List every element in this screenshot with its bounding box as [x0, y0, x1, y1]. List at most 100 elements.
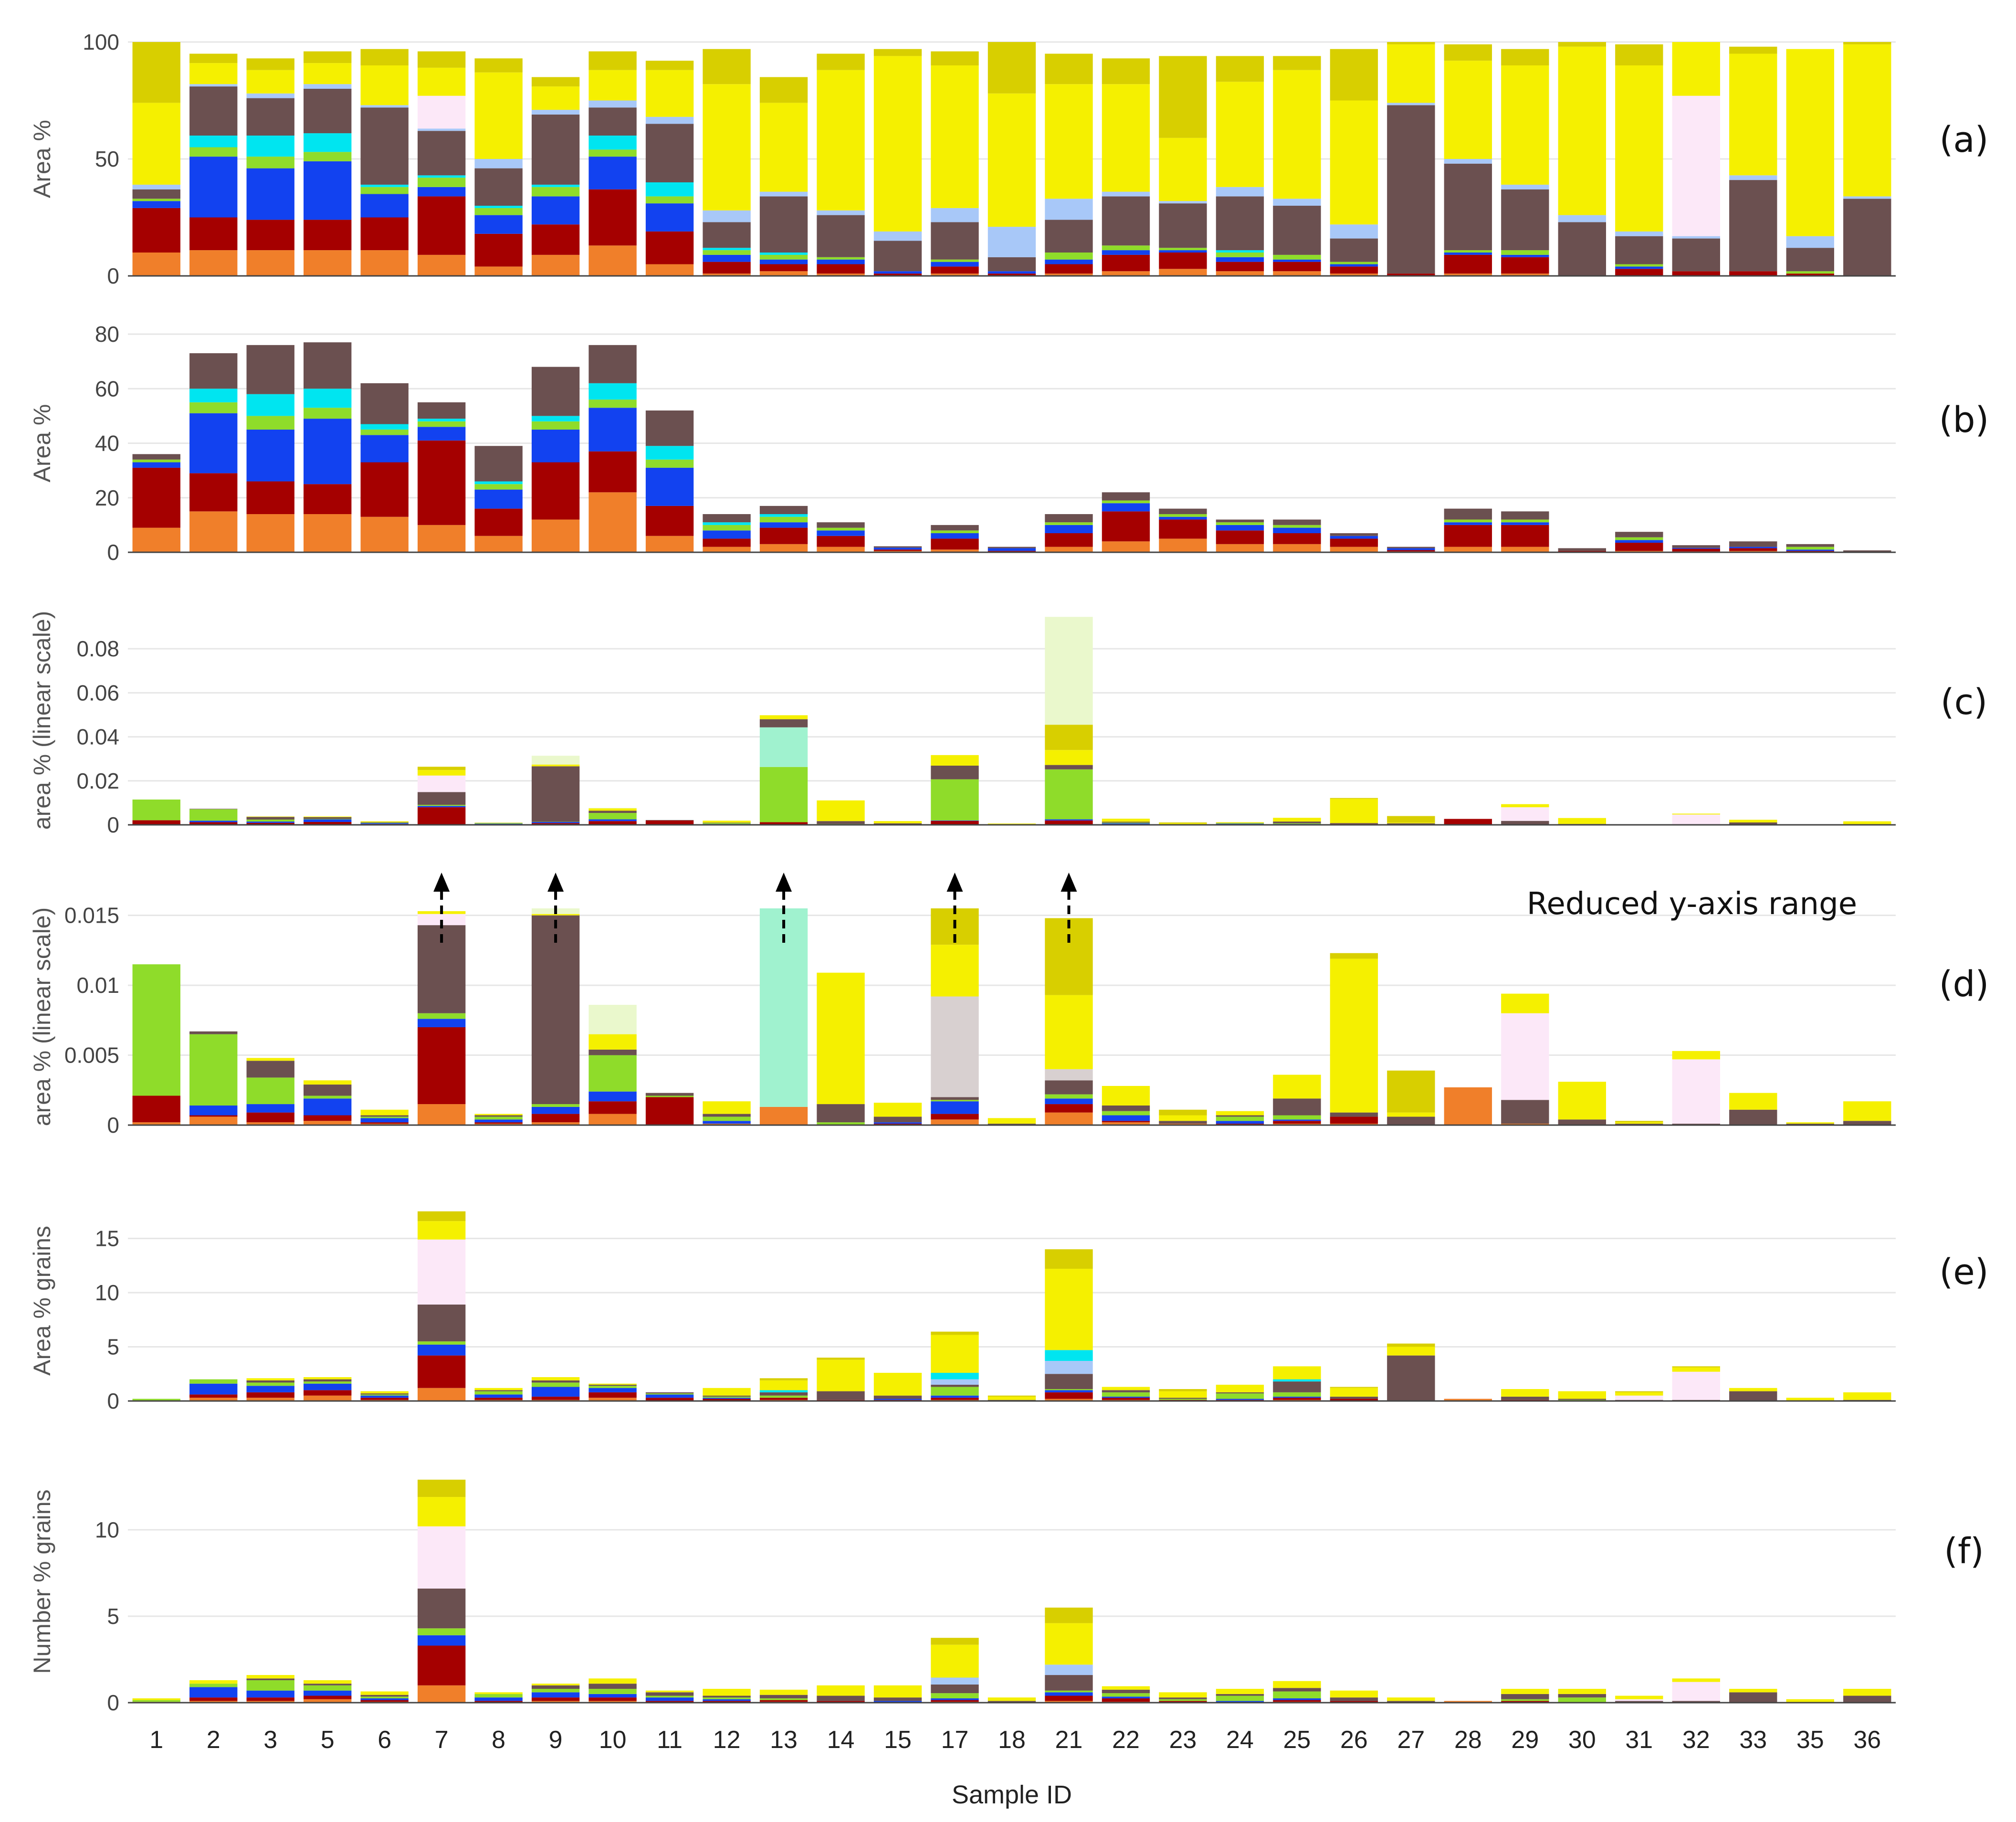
bar-segment	[1216, 257, 1264, 262]
bar-segment	[817, 215, 865, 257]
bar-segment	[474, 1692, 523, 1694]
bar-segment	[1216, 1393, 1264, 1399]
bar-segment	[703, 1114, 751, 1117]
panel-label: (c)	[1941, 682, 1987, 723]
y-tick-label: 0	[107, 1113, 119, 1137]
bar-segment	[189, 136, 238, 147]
bar-segment	[417, 792, 466, 805]
bar-segment	[987, 823, 1036, 824]
bar-segment	[1102, 191, 1150, 197]
bar-segment	[417, 525, 466, 552]
bar-segment	[588, 1386, 637, 1388]
bar-segment	[417, 427, 466, 441]
bar-segment	[1729, 180, 1777, 272]
bar-segment	[246, 1675, 294, 1679]
bar-segment	[304, 819, 352, 820]
bar-segment	[759, 264, 808, 272]
bar-segment	[360, 516, 409, 552]
bar-segment	[645, 1393, 694, 1395]
bar-segment	[931, 1100, 979, 1102]
bar-segment	[931, 525, 979, 531]
bar-segment	[304, 152, 352, 161]
bar-segment	[304, 1684, 352, 1685]
bar-segment	[588, 1701, 637, 1703]
bar-segment	[417, 1019, 466, 1027]
bar-segment	[1159, 1399, 1207, 1400]
bar-segment	[759, 1106, 808, 1125]
bar-segment	[703, 262, 751, 274]
bar-segment	[1444, 508, 1492, 520]
bar-segment	[246, 1392, 294, 1398]
bar-segment	[1045, 1389, 1093, 1390]
bar-segment	[1501, 547, 1549, 552]
bar-segment	[1102, 541, 1150, 552]
bar-segment	[1672, 236, 1720, 239]
bar-segment	[873, 1697, 922, 1701]
x-tick-label: 6	[378, 1726, 391, 1754]
bar-segment	[1045, 1361, 1093, 1374]
bar-segment	[1843, 196, 1891, 199]
bar-segment	[1273, 544, 1321, 552]
bar-segment	[304, 84, 352, 89]
bar-segment	[417, 1239, 466, 1305]
bar-segment	[1330, 823, 1378, 824]
bar-segment	[417, 806, 466, 808]
bar-segment	[588, 1388, 637, 1392]
bar-segment	[474, 1398, 523, 1400]
bar-segment	[132, 184, 180, 190]
bar-segment	[1501, 1699, 1549, 1701]
bar-segment	[703, 525, 751, 531]
bar-segment	[1729, 548, 1777, 551]
bar-segment	[189, 1383, 238, 1395]
bar-segment	[531, 429, 580, 463]
bar-segment	[759, 1395, 808, 1398]
bar-segment	[1615, 65, 1663, 232]
bar-segment	[1444, 1399, 1492, 1401]
bar-segment	[931, 1677, 979, 1685]
bar-segment	[1786, 271, 1834, 274]
bar-segment	[1501, 1694, 1549, 1699]
bar-segment	[304, 1381, 352, 1384]
bar-segment	[645, 196, 694, 204]
dashed-arrow	[1060, 873, 1077, 943]
bar-segment	[1102, 1698, 1150, 1702]
bar-segment	[360, 1700, 409, 1702]
bar-segment	[588, 245, 637, 276]
bar-segment	[531, 1685, 580, 1689]
bar-segment	[1102, 84, 1150, 192]
bar-segment	[1387, 1697, 1435, 1701]
bar-segment	[759, 727, 808, 767]
bar-segment	[1729, 1391, 1777, 1401]
bar-segment	[931, 1644, 979, 1678]
bar-segment	[189, 473, 238, 512]
bar-segment	[817, 70, 865, 211]
bar-segment	[1216, 1696, 1264, 1701]
x-tick-label: 13	[770, 1726, 798, 1754]
bar-segment	[1501, 1701, 1549, 1703]
bar-segment	[873, 821, 922, 823]
bar-segment	[588, 1392, 637, 1398]
bar-segment	[1273, 259, 1321, 262]
bar-segment	[132, 253, 180, 276]
bar-segment	[531, 1701, 580, 1703]
bar-segment	[531, 764, 580, 767]
bar-segment	[360, 194, 409, 218]
bar-segment	[1501, 511, 1549, 520]
bar-segment	[189, 86, 238, 136]
bar-segment	[1102, 1121, 1150, 1123]
bar-segment	[1102, 492, 1150, 501]
bar-segment	[1501, 821, 1549, 825]
bar-segment	[1387, 1343, 1435, 1347]
bar-segment	[588, 1005, 637, 1034]
bar-segment	[645, 231, 694, 264]
bar-segment	[304, 342, 352, 389]
bar-segment	[759, 253, 808, 255]
bar-segment	[246, 1380, 294, 1383]
bar-segment	[1615, 1696, 1663, 1699]
bar-segment	[531, 77, 580, 87]
bar-segment	[304, 484, 352, 515]
bar-segment	[474, 481, 523, 484]
y-tick-label: 100	[83, 30, 119, 54]
bar-segment	[1045, 1675, 1093, 1691]
bar-segment	[817, 1685, 865, 1696]
